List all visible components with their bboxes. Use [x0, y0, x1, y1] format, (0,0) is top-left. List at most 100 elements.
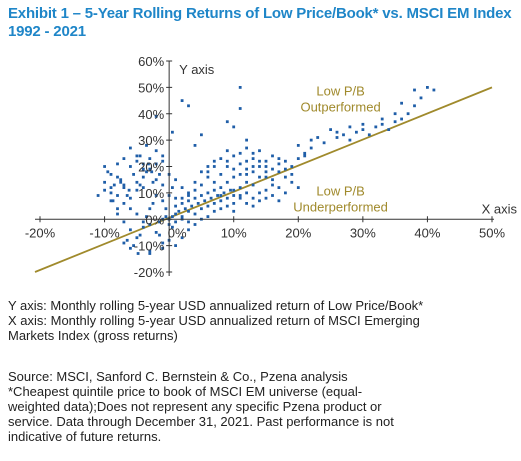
scatter-point [316, 136, 320, 139]
scatter-point [348, 138, 352, 142]
scatter-point [148, 249, 152, 253]
scatter-point [180, 202, 184, 205]
scatter-point [171, 215, 174, 218]
scatter-point [174, 204, 177, 208]
scatter-point [136, 252, 140, 255]
scatter-point [251, 157, 255, 160]
scatter-point [225, 165, 229, 168]
x-axis-description-line-2: Markets Index (gross returns) [8, 328, 178, 343]
scatter-point [432, 88, 436, 92]
scatter-point [355, 130, 358, 134]
scatter-point [380, 117, 384, 121]
y-tick-label: 10% [138, 186, 164, 201]
scatter-point [258, 191, 261, 195]
scatter-point [145, 170, 148, 174]
scatter-point [277, 157, 281, 160]
scatter-point [112, 183, 116, 187]
scatter-point [116, 194, 119, 197]
scatter-point [296, 186, 300, 189]
scatter-point [200, 170, 203, 174]
scatter-point [206, 170, 210, 174]
y-tick-label: -20% [134, 265, 165, 280]
scatter-point [206, 215, 210, 218]
scatter-point [322, 141, 326, 145]
scatter-point [296, 157, 300, 160]
scatter-point [154, 162, 158, 166]
scatter-point [238, 86, 242, 89]
scatter-point [251, 183, 255, 187]
scatter-point [180, 215, 184, 218]
scatter-point [232, 188, 236, 192]
scatter-point [154, 115, 158, 118]
scatter-point [103, 165, 106, 168]
scatter-point [174, 212, 177, 216]
annotation-underperformed: Low P/B [316, 184, 364, 199]
scatter-point [200, 133, 203, 137]
scatter-point [109, 186, 113, 189]
scatter-point [206, 191, 210, 195]
x-tick-label: 40% [414, 225, 440, 240]
scatter-point [125, 194, 129, 197]
footnote-line-3: service. Data through December 31, 2021.… [8, 414, 394, 429]
scatter-point [206, 165, 210, 168]
scatter-point [245, 138, 248, 142]
scatter-point [309, 146, 313, 150]
scatter-point [264, 170, 268, 174]
scatter-point [171, 130, 174, 134]
scatter-point [238, 107, 242, 110]
y-tick-label: 30% [138, 133, 164, 148]
scatter-point [251, 196, 255, 200]
scatter-point [212, 188, 216, 192]
scatter-point [271, 167, 274, 171]
scatter-point [219, 199, 223, 203]
chart-title-line-2: 1992 - 2021 [8, 23, 86, 40]
scatter-point [206, 204, 210, 208]
scatter-point [154, 178, 158, 182]
scatter-point [393, 112, 397, 116]
scatter-point [187, 104, 190, 108]
scatter-point [219, 194, 223, 197]
scatter-point [190, 204, 194, 208]
scatter-point [119, 180, 123, 184]
scatter-point [174, 244, 177, 247]
scatter-point [171, 225, 174, 229]
annotation-underperformed: Underperformed [293, 200, 388, 215]
scatter-point [393, 120, 397, 124]
scatter-point [232, 202, 236, 205]
y-tick-label: 60% [138, 54, 164, 69]
scatter-point [187, 220, 190, 224]
scatter-point [271, 178, 274, 182]
scatter-point [174, 178, 177, 182]
scatter-point [141, 220, 145, 224]
scatter-point [284, 167, 287, 171]
scatter-point [212, 202, 216, 205]
scatter-point [164, 215, 168, 218]
scatter-point [203, 199, 207, 203]
scatter-point [229, 188, 232, 192]
scatter-point [284, 191, 287, 195]
scatter-point [335, 130, 339, 134]
scatter-point [329, 128, 332, 131]
scatter-point [111, 199, 115, 203]
scatter-point [116, 162, 119, 166]
scatter-point [129, 196, 132, 200]
scatter-point [129, 246, 132, 250]
scatter-point [277, 186, 281, 189]
scatter-point [200, 194, 203, 197]
scatter-point [161, 199, 165, 203]
scatter-point [264, 175, 268, 179]
scatter-point [103, 180, 106, 184]
scatter-point [342, 133, 345, 137]
scatter-point [219, 186, 223, 189]
scatter-point [148, 207, 152, 211]
scatter-point [225, 120, 229, 124]
scatter-point [348, 125, 352, 129]
scatter-point [309, 138, 313, 142]
scatter-point [206, 175, 210, 179]
scatter-point [225, 149, 229, 153]
scatter-point [419, 96, 423, 100]
annotation-outperformed: Low P/B [316, 83, 364, 98]
scatter-point [135, 212, 139, 216]
scatter-point [303, 154, 307, 158]
scatter-point [387, 128, 391, 131]
